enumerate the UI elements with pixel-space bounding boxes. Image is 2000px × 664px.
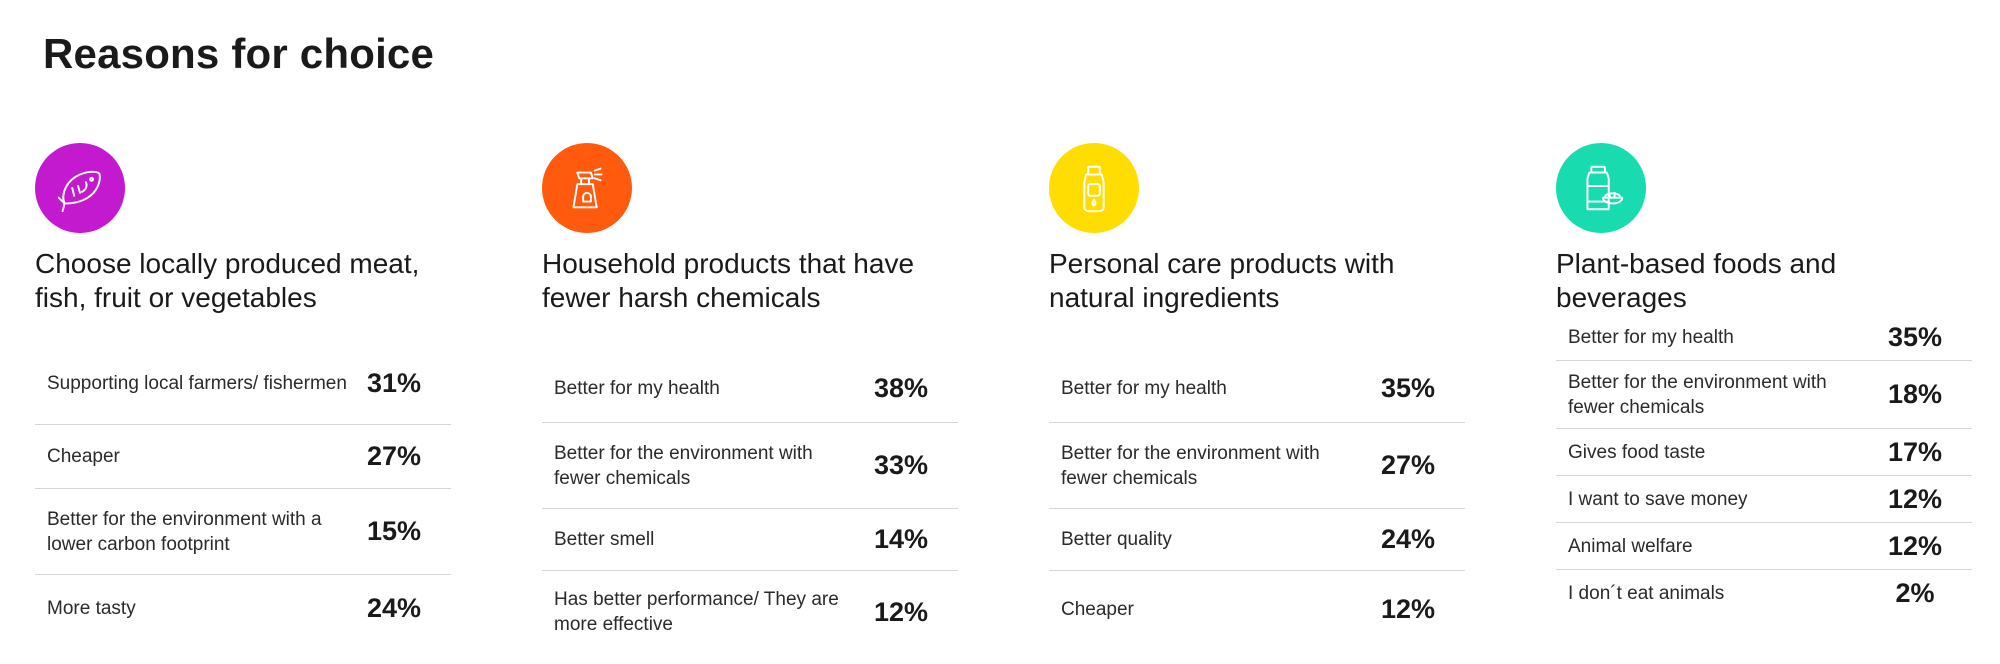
table-row: More tasty 24% xyxy=(35,575,451,641)
jar-bowl-icon xyxy=(1586,165,1624,211)
panel-title: Choose locally produced meat, fish, frui… xyxy=(35,248,420,313)
jar-bowl-icon-badge xyxy=(1556,143,1646,233)
panel-title: Plant-based foods and beverages xyxy=(1556,248,1837,313)
row-label: I don´t eat animals xyxy=(1568,583,1725,604)
table-row: Animal welfare 12% xyxy=(1556,523,1972,570)
row-value: 35% xyxy=(1887,322,1943,352)
panel-household-products: Household products that have fewer harsh… xyxy=(542,143,958,635)
panel-plant-based: Plant-based foods and beverages Better f… xyxy=(1556,143,1972,608)
table-row: I want to save money 12% xyxy=(1556,476,1972,523)
reasons-table: Supporting local farmers/ fishermen 31% … xyxy=(35,343,451,641)
reasons-table: Better for my health 38% Better for the … xyxy=(542,355,958,653)
row-value: 15% xyxy=(366,516,422,546)
table-row: Better for the environment with a lower … xyxy=(35,489,451,575)
row-label: Better for my health xyxy=(1568,327,1734,348)
table-row: Has better performance/ They are more ef… xyxy=(542,571,958,653)
row-value: 2% xyxy=(1895,578,1935,608)
reasons-table: Better for my health 35% Better for the … xyxy=(1049,355,1465,647)
fish-icon-badge xyxy=(35,143,125,233)
row-label: Better smell xyxy=(554,529,655,550)
row-value: 12% xyxy=(1887,530,1943,561)
table-row: Better for my health 38% xyxy=(542,355,958,423)
table-row: Cheaper 12% xyxy=(1049,571,1465,647)
panel-title: Personal care products with natural ingr… xyxy=(1049,248,1395,313)
row-value: 12% xyxy=(873,596,929,627)
row-label: Has better performance/ They are more ef… xyxy=(554,589,839,635)
row-value: 14% xyxy=(873,524,929,554)
table-row: Better smell 14% xyxy=(542,509,958,571)
row-value: 12% xyxy=(1380,593,1436,624)
reasons-table: Better for my health 35% Better for the … xyxy=(1556,315,1972,617)
table-row: Better for the environment with fewer ch… xyxy=(1049,423,1465,509)
row-label: Cheaper xyxy=(47,446,120,467)
panel-personal-care: Personal care products with natural ingr… xyxy=(1049,143,1465,624)
table-row: Better quality 24% xyxy=(1049,509,1465,571)
spray-bottle-icon xyxy=(572,167,603,209)
row-label: Better for the environment with a lower … xyxy=(47,508,322,555)
row-value: 33% xyxy=(873,450,929,480)
fish-icon xyxy=(57,170,101,213)
row-value: 24% xyxy=(366,592,422,623)
row-label: Cheaper xyxy=(1061,598,1134,620)
row-label: More tasty xyxy=(47,597,136,619)
row-label: Better for my health xyxy=(554,378,720,399)
table-row: Better for the environment with fewer ch… xyxy=(542,423,958,509)
row-value: 27% xyxy=(366,441,422,471)
row-label: Supporting local farmers/ fishermen xyxy=(47,373,347,394)
row-label: Better for the environment with fewer ch… xyxy=(1061,442,1320,489)
table-row: Better for the environment with fewer ch… xyxy=(1556,361,1972,429)
row-value: 38% xyxy=(873,373,929,403)
table-row: Better for my health 35% xyxy=(1049,355,1465,423)
row-value: 12% xyxy=(1887,483,1943,514)
row-value: 18% xyxy=(1887,379,1943,409)
row-value: 27% xyxy=(1380,450,1436,480)
lotion-bottle-icon-badge xyxy=(1049,143,1139,233)
table-row: I don´t eat animals 2% xyxy=(1556,570,1972,617)
row-label: Better for my health xyxy=(1061,378,1227,399)
panel-local-produce: Choose locally produced meat, fish, frui… xyxy=(35,143,451,623)
row-value: 24% xyxy=(1380,524,1436,554)
page-title: Reasons for choice xyxy=(43,30,435,77)
table-row: Better for my health 35% xyxy=(1556,315,1972,361)
row-label: Better for the environment with fewer ch… xyxy=(554,442,813,489)
spray-bottle-icon-badge xyxy=(542,143,632,233)
row-value: 17% xyxy=(1887,436,1943,467)
row-value: 35% xyxy=(1380,373,1436,403)
table-row: Gives food taste 17% xyxy=(1556,429,1972,476)
lotion-bottle-icon xyxy=(1083,165,1105,213)
row-label: Animal welfare xyxy=(1568,535,1693,557)
row-label: Gives food taste xyxy=(1568,441,1706,463)
panel-title: Household products that have fewer harsh… xyxy=(542,248,915,313)
row-label: Better quality xyxy=(1061,529,1172,550)
table-row: Supporting local farmers/ fishermen 31% xyxy=(35,343,451,425)
table-row: Cheaper 27% xyxy=(35,425,451,489)
row-label: Better for the environment with fewer ch… xyxy=(1568,371,1827,418)
row-label: I want to save money xyxy=(1568,488,1748,510)
row-value: 31% xyxy=(366,368,422,398)
